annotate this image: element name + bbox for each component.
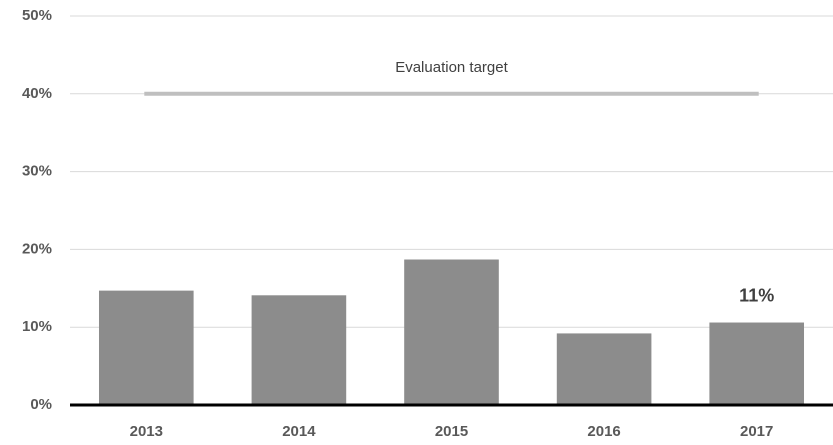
bar — [251, 295, 347, 405]
bar — [556, 333, 652, 405]
x-tick-label: 2013 — [130, 423, 163, 440]
bar — [709, 322, 805, 405]
x-tick-label: 2017 — [740, 423, 773, 440]
bar — [98, 290, 194, 405]
y-tick-label: 10% — [22, 318, 52, 335]
x-tick-label: 2016 — [587, 423, 620, 440]
x-tick-label: 2014 — [282, 423, 316, 440]
y-tick-label: 20% — [22, 240, 52, 257]
y-tick-label: 30% — [22, 163, 52, 180]
x-tick-label: 2015 — [435, 423, 468, 440]
y-tick-label: 40% — [22, 85, 52, 102]
data-label: 11% — [739, 285, 774, 305]
target-label: Evaluation target — [395, 59, 508, 76]
y-tick-label: 0% — [30, 396, 52, 413]
bar — [404, 259, 499, 405]
y-tick-label: 50% — [22, 7, 52, 24]
